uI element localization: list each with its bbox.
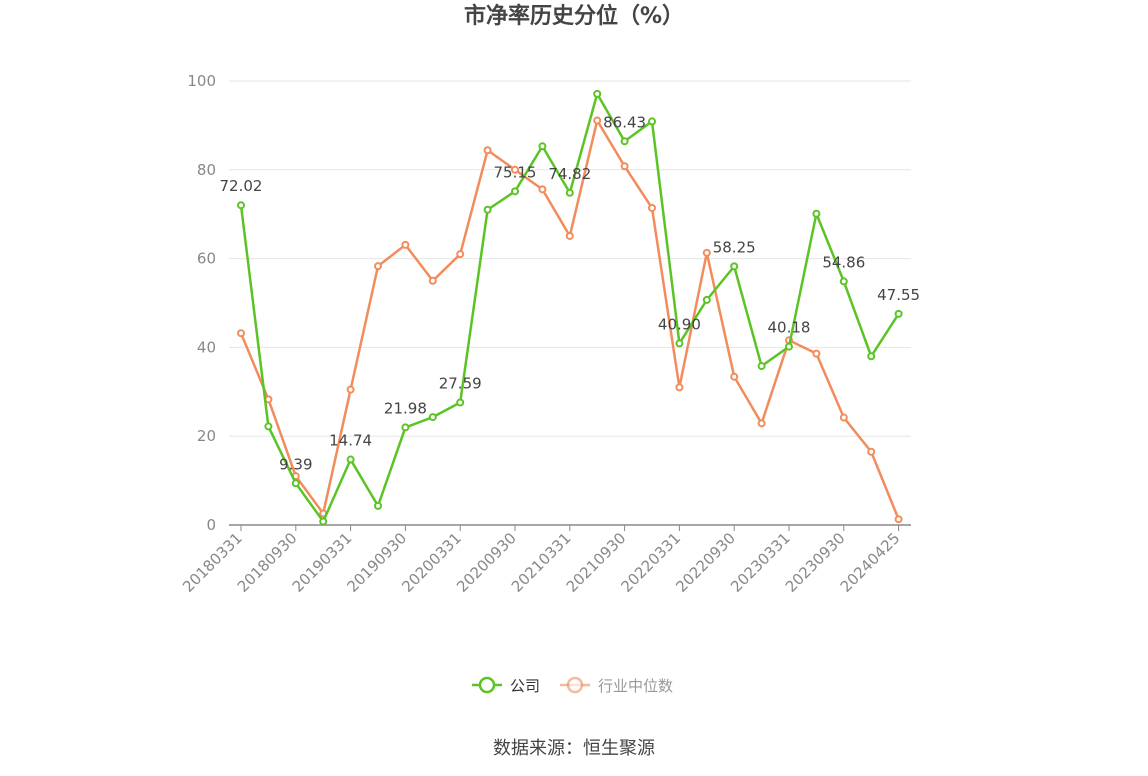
data-point <box>456 250 465 259</box>
data-point <box>620 137 629 146</box>
data-label: 75.15 <box>494 163 537 181</box>
data-point <box>593 89 602 98</box>
data-point <box>867 352 876 361</box>
x-tick-label: 20240425 <box>837 529 904 596</box>
data-point <box>346 455 355 464</box>
data-point <box>374 501 382 510</box>
data-point <box>428 276 437 285</box>
data-point <box>730 262 739 271</box>
data-label: 72.02 <box>220 177 263 195</box>
y-tick-label: 0 <box>206 516 216 534</box>
data-label: 27.59 <box>439 375 482 393</box>
data-label: 21.98 <box>384 399 427 417</box>
chart-title: 市净率历史分位（%） <box>463 4 685 29</box>
y-tick-label: 20 <box>197 427 216 445</box>
data-point <box>867 447 876 456</box>
data-point <box>483 205 492 214</box>
legend-marker <box>478 676 496 694</box>
series-line-0 <box>239 92 900 523</box>
data-label: 86.43 <box>603 113 646 131</box>
legend-label: 行业中位数 <box>598 677 673 695</box>
data-point <box>812 209 821 218</box>
data-label: 54.86 <box>822 253 865 271</box>
data-point <box>319 517 328 526</box>
data-point <box>565 188 574 197</box>
data-point <box>785 342 793 351</box>
data-point <box>483 146 492 155</box>
data-point <box>511 165 519 174</box>
data-label: 40.90 <box>658 315 701 333</box>
data-point <box>237 201 245 210</box>
data-point <box>648 203 656 212</box>
data-point <box>401 423 410 432</box>
data-point <box>757 362 766 371</box>
data-point <box>812 349 821 358</box>
data-point <box>648 117 656 126</box>
data-point <box>374 262 382 271</box>
data-point <box>894 515 903 524</box>
y-tick-label: 80 <box>197 161 216 179</box>
data-point <box>593 116 602 125</box>
data-point <box>291 479 300 488</box>
data-point <box>538 142 547 151</box>
data-point <box>456 398 465 407</box>
y-tick-label: 60 <box>197 250 216 268</box>
data-point <box>675 383 684 392</box>
data-point <box>839 277 848 286</box>
data-point <box>428 413 437 422</box>
data-point <box>237 329 245 338</box>
data-point <box>675 339 684 348</box>
data-point <box>730 372 739 381</box>
data-point <box>702 295 711 304</box>
data-point <box>620 162 629 171</box>
data-point <box>702 248 711 257</box>
data-point <box>757 419 766 428</box>
data-point <box>538 185 547 194</box>
data-label: 14.74 <box>329 432 372 450</box>
legend-label: 公司 <box>510 677 540 695</box>
data-label: 47.55 <box>877 286 920 304</box>
y-tick-label: 100 <box>187 72 216 90</box>
data-point <box>346 385 355 394</box>
data-point <box>511 187 519 196</box>
y-tick-label: 40 <box>197 338 216 356</box>
legend-marker <box>566 676 584 694</box>
data-label: 9.39 <box>279 455 312 473</box>
data-source: 数据来源：恒生聚源 <box>493 738 655 759</box>
data-point <box>839 413 848 422</box>
data-label: 40.18 <box>768 319 811 337</box>
data-label: 58.25 <box>713 238 756 256</box>
data-point <box>264 422 273 431</box>
data-point <box>401 240 410 249</box>
data-point <box>565 231 574 240</box>
data-point <box>894 309 903 318</box>
data-label: 74.82 <box>548 165 591 183</box>
